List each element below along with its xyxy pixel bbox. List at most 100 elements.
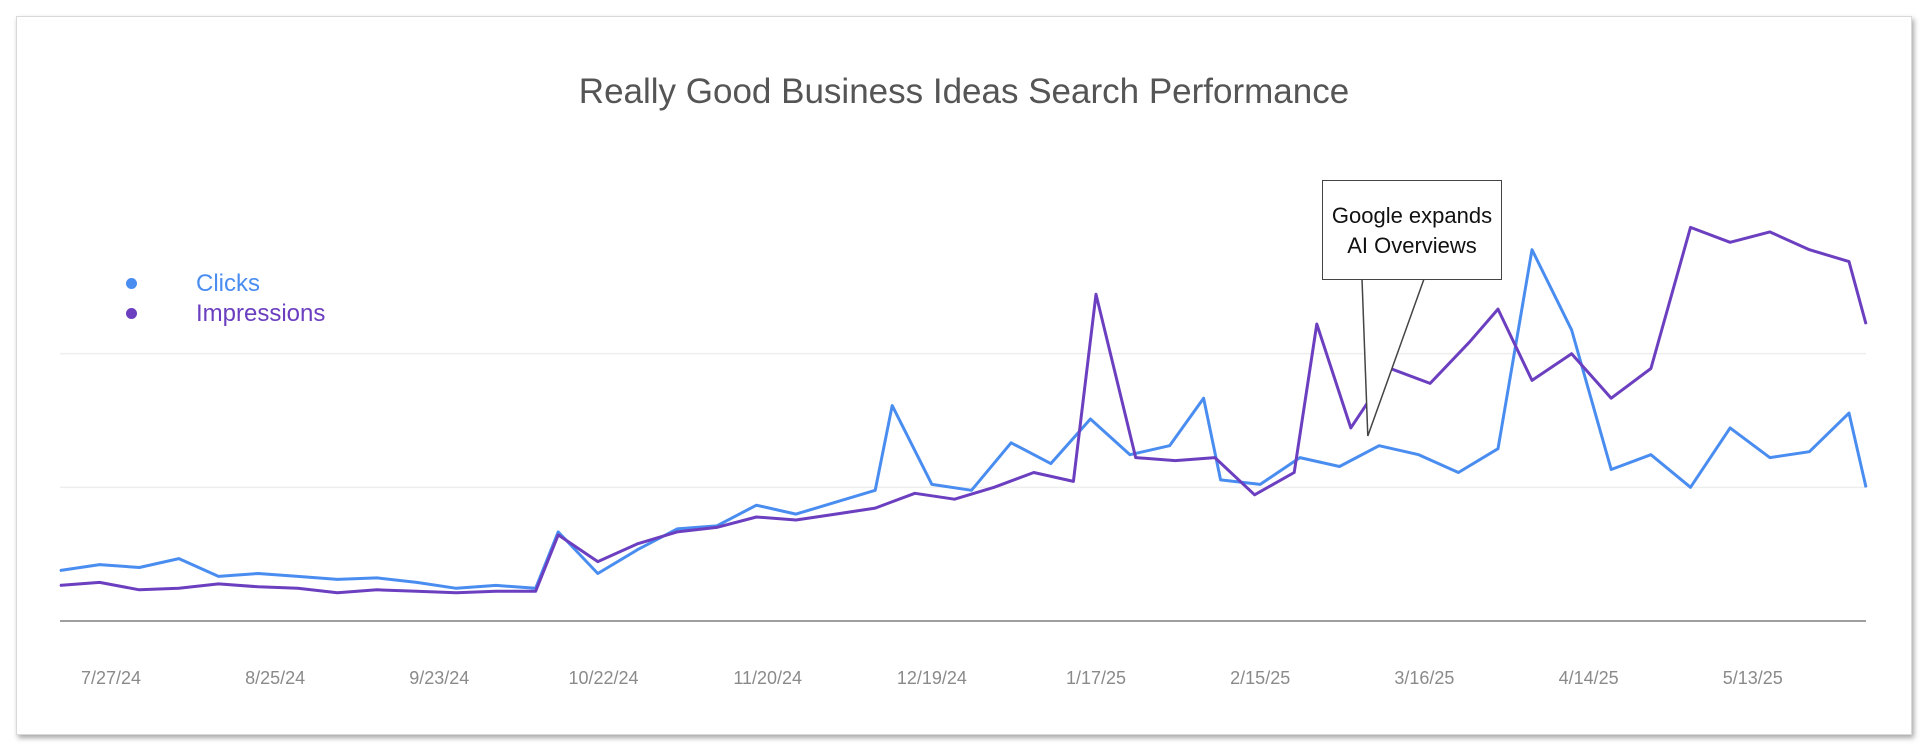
data-point-clicks	[218, 575, 219, 577]
data-point-impressions	[1610, 397, 1612, 399]
data-point-impressions	[1316, 323, 1318, 325]
data-point-impressions	[755, 516, 757, 518]
data-point-clicks	[1610, 469, 1612, 470]
annotation-line-1: Google expands	[1331, 203, 1493, 228]
data-point-clicks	[1848, 412, 1850, 414]
data-point-impressions	[1865, 323, 1867, 325]
data-point-impressions	[1497, 308, 1499, 310]
data-point-impressions	[1469, 341, 1471, 343]
data-point-impressions	[954, 498, 955, 500]
data-point-impressions	[1174, 460, 1176, 462]
data-point-clicks	[1050, 463, 1052, 465]
data-point-clicks	[835, 501, 837, 503]
data-point-clicks	[1571, 329, 1573, 331]
data-point-impressions	[59, 584, 61, 586]
x-tick-label: 11/20/24	[733, 668, 802, 688]
data-point-clicks	[676, 528, 678, 530]
grid-lines	[60, 352, 1866, 489]
data-point-impressions	[455, 592, 457, 594]
data-point-clicks	[455, 587, 457, 589]
x-tick-label: 10/22/24	[568, 668, 638, 688]
chart-card	[16, 16, 1912, 735]
data-point-clicks	[1769, 457, 1771, 459]
data-point-impressions	[1531, 379, 1533, 381]
data-point-clicks	[1729, 427, 1731, 429]
annotation-callout: Google expands AI Overviews	[1322, 180, 1502, 280]
data-point-impressions	[138, 589, 140, 591]
data-point-impressions	[1429, 382, 1431, 384]
x-tick-label: 4/14/25	[1559, 668, 1619, 688]
data-point-clicks	[874, 489, 876, 491]
data-point-clicks	[1531, 249, 1533, 251]
x-tick-label: 12/19/24	[897, 668, 967, 688]
series-group	[59, 225, 1868, 595]
data-point-clicks	[178, 558, 180, 560]
data-point-impressions	[914, 492, 916, 494]
data-point-clicks	[1089, 418, 1091, 420]
legend-dot-impressions	[126, 308, 137, 319]
data-point-impressions	[676, 531, 678, 533]
data-point-impressions	[535, 590, 537, 592]
data-point-clicks	[1808, 451, 1810, 453]
data-point-clicks	[1865, 486, 1867, 488]
data-point-impressions	[1650, 368, 1652, 369]
data-point-impressions	[557, 534, 559, 536]
data-point-impressions	[1769, 231, 1771, 233]
data-point-impressions	[874, 507, 876, 509]
legend-label-clicks: Clicks	[196, 270, 260, 297]
data-point-clicks	[1418, 454, 1420, 456]
data-point-impressions	[257, 586, 259, 588]
x-tick-label: 1/17/25	[1066, 668, 1126, 688]
data-point-impressions	[795, 519, 797, 521]
data-point-impressions	[637, 543, 638, 545]
data-point-impressions	[1571, 353, 1573, 355]
data-point-impressions	[218, 583, 219, 585]
data-point-clicks	[138, 567, 140, 568]
data-point-impressions	[1214, 457, 1216, 459]
data-point-clicks	[1203, 397, 1205, 399]
data-point-impressions	[835, 513, 837, 515]
data-point-clicks	[1220, 479, 1222, 481]
data-point-clicks	[637, 549, 638, 551]
data-point-impressions	[1729, 241, 1731, 243]
data-point-impressions	[1033, 472, 1035, 473]
data-point-clicks	[1129, 454, 1131, 456]
data-point-impressions	[1293, 472, 1295, 473]
data-point-clicks	[931, 483, 933, 485]
data-point-impressions	[1848, 261, 1850, 263]
data-point-impressions	[495, 590, 497, 592]
x-axis-ticks: 7/27/24 8/25/24 9/23/24 10/22/24 11/20/24 12/…	[81, 668, 1783, 688]
data-point-clicks	[1378, 445, 1380, 447]
data-point-impressions	[1254, 494, 1256, 496]
annotation-line-2: AI Overviews	[1347, 233, 1477, 258]
data-point-impressions	[336, 592, 338, 594]
data-point-clicks	[1299, 457, 1301, 459]
data-point-clicks	[297, 575, 299, 577]
data-point-clicks	[257, 573, 259, 574]
data-point-clicks	[1497, 448, 1499, 450]
data-point-impressions	[376, 589, 378, 591]
data-point-impressions	[993, 486, 995, 488]
data-point-clicks	[597, 573, 599, 574]
data-point-clicks	[755, 504, 757, 506]
data-point-clicks	[416, 581, 418, 583]
data-point-clicks	[99, 564, 101, 566]
data-point-clicks	[376, 577, 378, 579]
data-point-impressions	[1350, 427, 1352, 429]
legend-dot-clicks	[126, 278, 137, 289]
data-point-impressions	[597, 561, 599, 563]
data-point-impressions	[1095, 293, 1097, 295]
data-point-clicks	[59, 570, 61, 571]
x-tick-label: 8/25/24	[245, 668, 305, 688]
data-point-impressions	[416, 590, 418, 592]
data-point-clicks	[971, 489, 972, 491]
data-point-impressions	[1808, 249, 1810, 251]
data-point-clicks	[557, 531, 559, 533]
x-tick-label: 5/13/25	[1723, 668, 1783, 688]
series-line-clicks	[59, 248, 1868, 590]
data-point-clicks	[1010, 442, 1012, 444]
data-point-impressions	[178, 587, 180, 589]
data-point-clicks	[891, 405, 893, 407]
x-tick-label: 2/15/25	[1230, 668, 1290, 688]
